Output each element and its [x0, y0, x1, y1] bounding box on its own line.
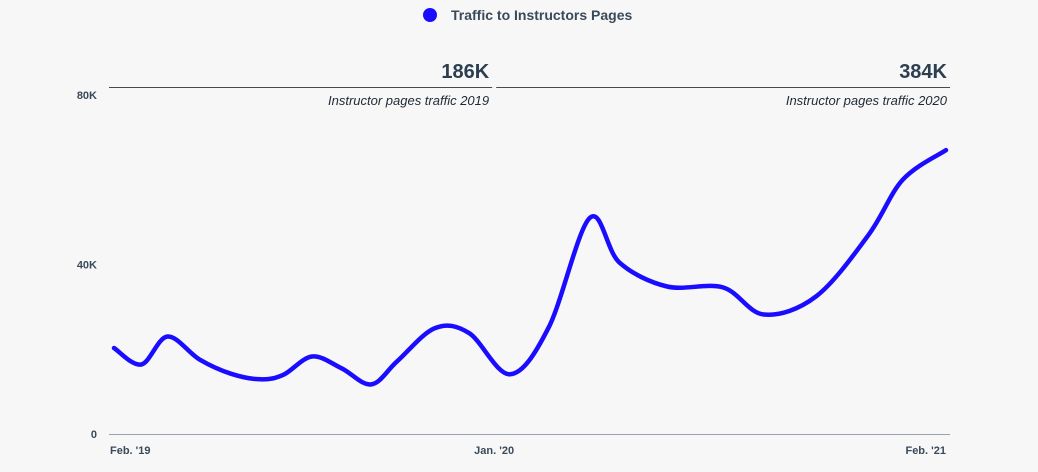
legend-label: Traffic to Instructors Pages	[451, 7, 632, 23]
y-axis: 0 40K 80K	[77, 90, 97, 441]
x-tick-label: Jan. '20	[474, 445, 514, 457]
y-tick-label: 0	[91, 429, 97, 441]
annotation-label: Instructor pages traffic 2019	[328, 93, 489, 108]
y-tick-label: 40K	[77, 260, 97, 272]
annotations: 186K Instructor pages traffic 2019 384K Ins…	[109, 61, 950, 108]
series-layer	[111, 147, 949, 387]
x-axis: Feb. '19 Jan. '20 Feb. '21	[109, 434, 950, 457]
annotation-label: Instructor pages traffic 2020	[786, 93, 948, 108]
annotation: 384K Instructor pages traffic 2020	[496, 61, 950, 108]
series-line	[111, 147, 949, 387]
legend: Traffic to Instructors Pages	[423, 7, 632, 23]
y-tick-label: 80K	[77, 90, 97, 102]
annotation-value: 384K	[899, 61, 947, 83]
legend-marker	[423, 8, 437, 22]
annotation: 186K Instructor pages traffic 2019	[109, 61, 493, 108]
x-tick-label: Feb. '21	[905, 445, 946, 457]
annotation-value: 186K	[441, 61, 489, 83]
x-tick-label: Feb. '19	[110, 445, 151, 457]
